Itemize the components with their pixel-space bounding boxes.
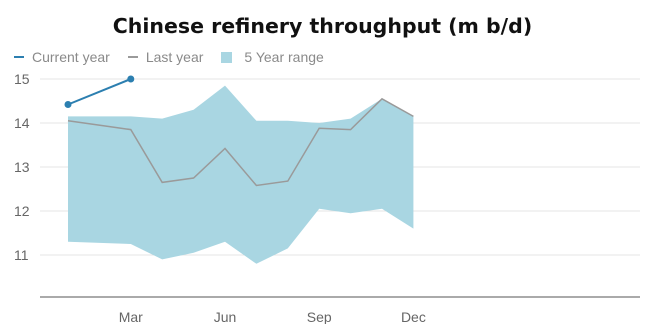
y-tick-label: 13 bbox=[14, 159, 30, 175]
legend-label-last-year: Last year bbox=[145, 49, 204, 65]
legend-swatch-5-year-range bbox=[221, 51, 233, 63]
y-tick-label: 11 bbox=[14, 247, 29, 263]
legend-item-last-year: Last year bbox=[127, 49, 204, 65]
y-tick-label: 12 bbox=[14, 203, 30, 219]
chart-legend: Current year Last year 5 Year range bbox=[14, 47, 342, 67]
x-tick-label: Sep bbox=[307, 309, 332, 324]
y-tick-label: 15 bbox=[14, 71, 30, 87]
chart-title: Chinese refinery throughput (m b/d) bbox=[112, 14, 533, 38]
range-band-5-year bbox=[68, 85, 414, 264]
legend-swatch-last-year bbox=[127, 56, 138, 58]
legend-item-current-year: Current year bbox=[14, 49, 110, 65]
legend-item-5-year-range: 5 Year range bbox=[221, 49, 324, 65]
series-line-current-year bbox=[67, 78, 132, 106]
series-line-last-year bbox=[67, 97, 414, 187]
x-tick-label: Mar bbox=[119, 309, 143, 324]
x-tick-label: Dec bbox=[401, 309, 426, 324]
legend-label-current-year: Current year bbox=[32, 49, 110, 65]
x-tick-label: Jun bbox=[214, 309, 237, 324]
legend-swatch-current-year bbox=[14, 56, 24, 58]
data-point-current-year bbox=[127, 75, 135, 83]
legend-label-5-year-range: 5 Year range bbox=[244, 49, 324, 65]
data-point-current-year bbox=[64, 101, 72, 109]
y-tick-label: 14 bbox=[14, 115, 30, 131]
